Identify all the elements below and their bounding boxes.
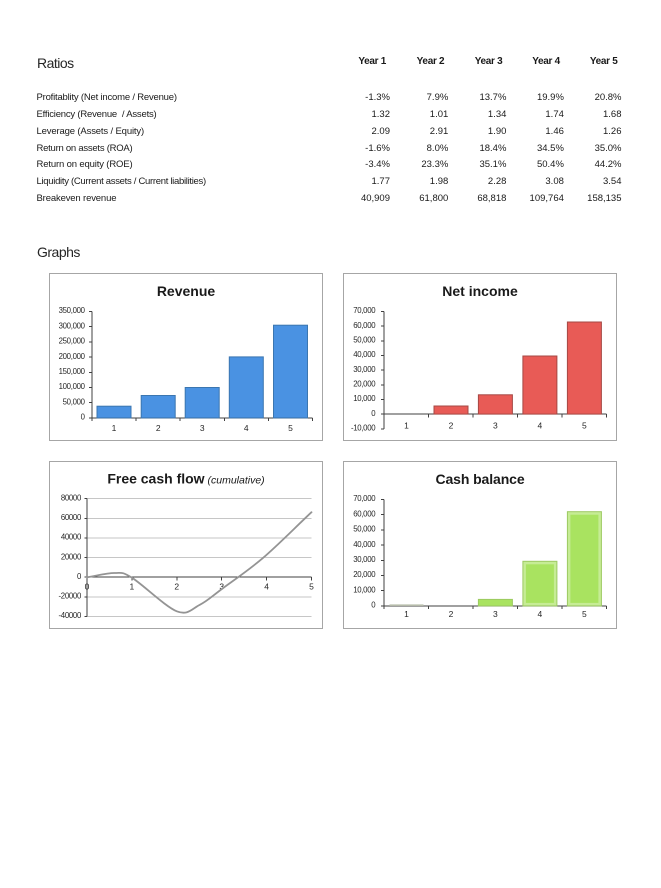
svg-text:40,000: 40,000 [353,540,376,549]
svg-text:0: 0 [77,572,82,581]
svg-text:2: 2 [174,582,179,592]
svg-text:20000: 20000 [61,552,82,561]
svg-text:3: 3 [493,421,498,431]
svg-text:5: 5 [582,421,587,431]
svg-text:20,000: 20,000 [353,380,376,389]
svg-text:60000: 60000 [61,513,82,522]
svg-text:1: 1 [130,582,135,592]
svg-text:Revenue: Revenue [157,283,216,299]
svg-text:30,000: 30,000 [353,555,376,564]
svg-text:5: 5 [582,609,587,619]
svg-text:300,000: 300,000 [59,321,86,330]
svg-text:40000: 40000 [61,533,82,542]
svg-text:Free cash flow (cumulative): Free cash flow (cumulative) [107,471,264,487]
svg-text:150,000: 150,000 [59,367,86,376]
svg-text:10,000: 10,000 [353,585,376,594]
svg-text:60,000: 60,000 [353,509,376,518]
svg-text:3: 3 [200,423,205,433]
svg-text:4: 4 [244,423,249,433]
svg-text:50,000: 50,000 [63,397,86,406]
svg-text:250,000: 250,000 [59,337,86,346]
svg-text:200,000: 200,000 [59,352,86,361]
svg-text:4: 4 [538,421,543,431]
svg-text:70,000: 70,000 [353,494,376,503]
svg-text:4: 4 [264,582,269,592]
svg-text:30,000: 30,000 [353,365,376,374]
svg-text:3: 3 [219,582,224,592]
svg-text:1: 1 [404,609,409,619]
svg-text:-20000: -20000 [59,592,82,601]
svg-text:50,000: 50,000 [353,336,376,345]
svg-text:2: 2 [449,421,454,431]
svg-text:4: 4 [538,609,543,619]
svg-text:70,000: 70,000 [353,306,376,315]
svg-text:Net income: Net income [442,283,518,299]
svg-text:0: 0 [371,601,376,610]
svg-text:2: 2 [449,609,454,619]
svg-text:0: 0 [371,409,376,418]
svg-text:350,000: 350,000 [59,306,86,315]
svg-text:100,000: 100,000 [59,382,86,391]
svg-text:5: 5 [288,423,293,433]
svg-text:20,000: 20,000 [353,570,376,579]
svg-text:1: 1 [112,423,117,433]
svg-text:2: 2 [156,423,161,433]
svg-text:-10,000: -10,000 [351,424,376,433]
svg-text:80000: 80000 [61,493,82,502]
svg-text:-40000: -40000 [59,611,82,620]
svg-text:10,000: 10,000 [353,394,376,403]
svg-text:50,000: 50,000 [353,525,376,534]
svg-text:0: 0 [81,413,86,422]
svg-text:1: 1 [404,421,409,431]
svg-text:0: 0 [85,582,90,592]
svg-text:60,000: 60,000 [353,321,376,330]
svg-text:40,000: 40,000 [353,350,376,359]
svg-text:3: 3 [493,609,498,619]
svg-text:5: 5 [309,582,314,592]
svg-text:Cash balance: Cash balance [435,471,524,487]
